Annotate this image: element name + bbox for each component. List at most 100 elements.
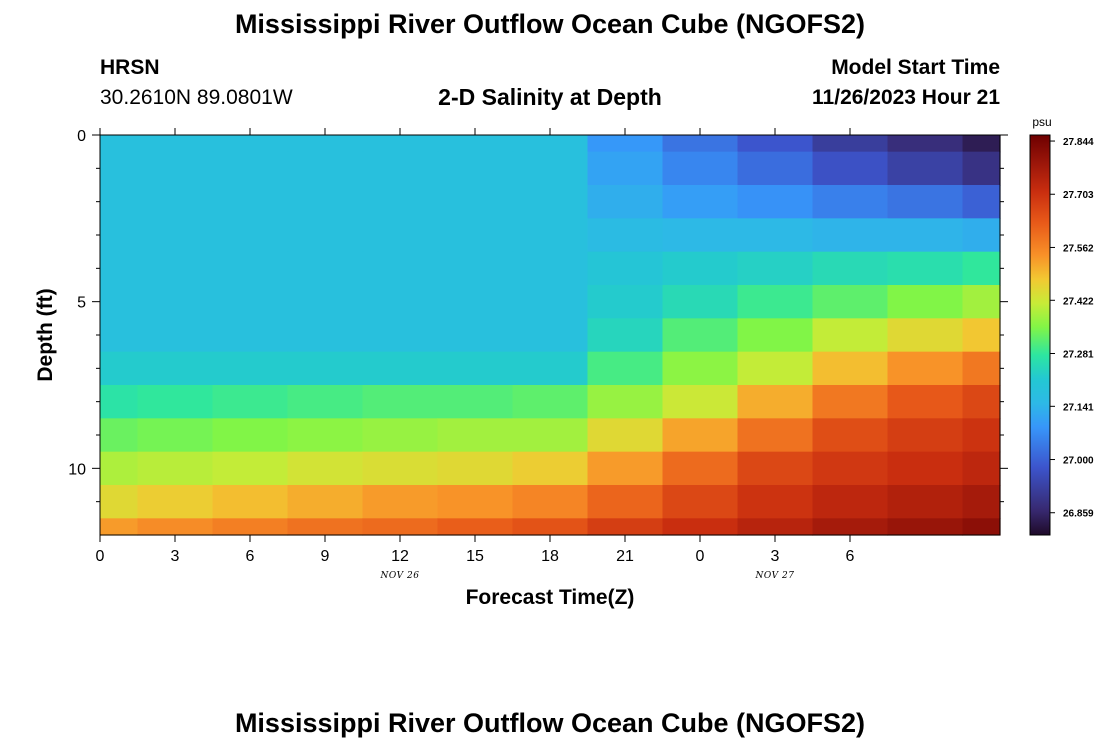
colorbar-unit: psu	[1032, 115, 1051, 129]
station-coordinates: 30.2610N 89.0801W	[100, 86, 293, 109]
heatmap-cell	[662, 135, 739, 153]
heatmap-cell	[737, 518, 814, 536]
heatmap-cells	[100, 135, 1001, 536]
heatmap-cell	[737, 485, 814, 519]
heatmap-cell	[662, 451, 739, 486]
heatmap-cell	[212, 385, 289, 419]
heatmap-cell	[812, 185, 889, 219]
heatmap-cell	[512, 151, 589, 186]
y-tick-label: 10	[68, 461, 86, 478]
heatmap-cell	[812, 151, 889, 186]
heatmap-cell	[287, 385, 364, 419]
heatmap-cell	[587, 385, 664, 419]
heatmap-cell	[887, 135, 964, 153]
heatmap-cell	[137, 518, 214, 536]
heatmap-cell	[662, 518, 739, 536]
heatmap-cell	[437, 451, 514, 486]
heatmap-cell	[587, 518, 664, 536]
heatmap-cell	[662, 218, 739, 253]
colorbar-tick-label: 27.422	[1063, 296, 1094, 307]
heatmap-cell	[887, 418, 964, 453]
heatmap-cell	[587, 151, 664, 186]
heatmap-cell	[362, 485, 439, 519]
heatmap-cell	[100, 518, 139, 536]
heatmap-cell	[587, 285, 664, 319]
x-axis-title: Forecast Time(Z)	[466, 586, 635, 609]
heatmap-cell	[737, 185, 814, 219]
axes: 0 3 6 9 12 15 18 21 0 3 6 NOV 26 NOV 27 0 5 10	[68, 128, 1008, 581]
heatmap-cell	[287, 518, 364, 536]
heatmap-cell	[587, 185, 664, 219]
heatmap-cell	[737, 318, 814, 353]
heatmap-cell	[587, 251, 664, 286]
colorbar-gradient	[1029, 134, 1051, 536]
heatmap-cell	[512, 485, 589, 519]
x-tick-label: 21	[616, 548, 634, 565]
heatmap-cell	[212, 318, 289, 353]
heatmap-cell	[287, 451, 364, 486]
heatmap-cell	[512, 251, 589, 286]
heatmap-cell	[737, 351, 814, 386]
heatmap-cell	[437, 251, 514, 286]
heatmap-cell	[512, 518, 589, 536]
model-start-value: 11/26/2023 Hour 21	[812, 86, 1000, 109]
heatmap-cell	[962, 485, 1001, 519]
colorbar-tick-label: 27.141	[1063, 402, 1094, 413]
heatmap-cell	[812, 418, 889, 453]
heatmap-cell	[212, 418, 289, 453]
heatmap-cell	[437, 135, 514, 153]
heatmap-cell	[437, 385, 514, 419]
colorbar-tick-label: 27.562	[1063, 243, 1094, 254]
heatmap-cell	[100, 351, 139, 386]
colorbar-tick-label: 26.859	[1063, 509, 1094, 520]
heatmap-cell	[962, 418, 1001, 453]
heatmap-cell	[212, 485, 289, 519]
heatmap-cell	[137, 218, 214, 253]
x-tick-label: 0	[696, 548, 705, 565]
heatmap-cell	[137, 318, 214, 353]
heatmap-cell	[137, 185, 214, 219]
heatmap-cell	[662, 385, 739, 419]
heatmap-cell	[212, 285, 289, 319]
heatmap-cell	[812, 318, 889, 353]
heatmap-cell	[362, 451, 439, 486]
heatmap-cell	[662, 485, 739, 519]
heatmap-cell	[287, 418, 364, 453]
heatmap-cell	[212, 351, 289, 386]
heatmap-cell	[887, 185, 964, 219]
heatmap-cell	[137, 135, 214, 153]
heatmap-cell	[962, 285, 1001, 319]
heatmap-cell	[362, 251, 439, 286]
heatmap-cell	[437, 351, 514, 386]
heatmap-cell	[100, 285, 139, 319]
heatmap-cell	[362, 218, 439, 253]
heatmap-cell	[587, 135, 664, 153]
heatmap-cell	[662, 285, 739, 319]
heatmap-cell	[887, 485, 964, 519]
heatmap-cell	[212, 135, 289, 153]
heatmap-cell	[362, 285, 439, 319]
heatmap-cell	[812, 351, 889, 386]
heatmap-cell	[662, 318, 739, 353]
heatmap-cell	[212, 251, 289, 286]
heatmap-cell	[287, 151, 364, 186]
heatmap-cell	[100, 418, 139, 453]
heatmap-cell	[437, 318, 514, 353]
heatmap-cell	[737, 285, 814, 319]
y-tick-label: 0	[77, 128, 86, 145]
heatmap-cell	[287, 185, 364, 219]
heatmap-cell	[962, 385, 1001, 419]
heatmap-cell	[512, 418, 589, 453]
heatmap-cell	[587, 318, 664, 353]
heatmap-cell	[437, 485, 514, 519]
x-date-label: NOV 26	[380, 571, 420, 581]
heatmap-cell	[812, 451, 889, 486]
heatmap-cell	[212, 518, 289, 536]
heatmap-cell	[362, 135, 439, 153]
footer-title: Mississippi River Outflow Ocean Cube (NG…	[234, 708, 866, 738]
heatmap-cell	[137, 451, 214, 486]
x-tick-label: 9	[321, 548, 330, 565]
heatmap-cell	[137, 351, 214, 386]
heatmap-cell	[662, 351, 739, 386]
